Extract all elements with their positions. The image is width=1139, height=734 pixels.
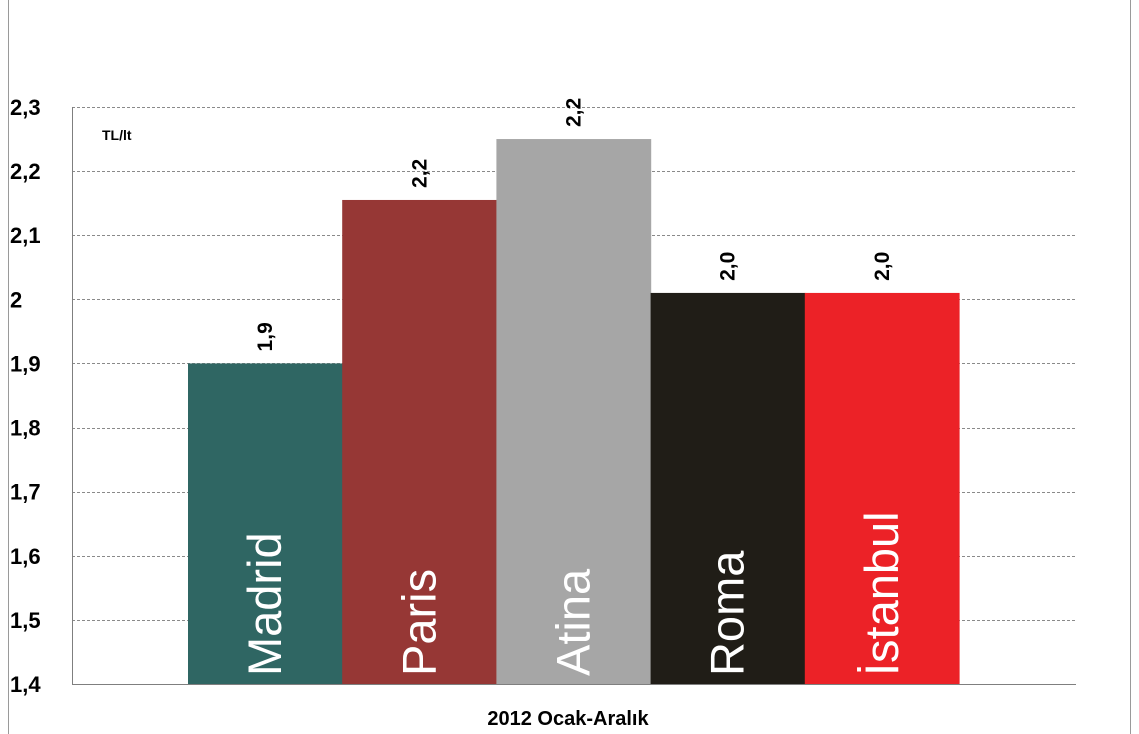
y-axis-tick-labels: 1,4 1,5 1,6 1,7 1,8 1,9 2 2,1 2,2 2,3 — [10, 95, 41, 697]
bar — [804, 292, 960, 684]
data-label: 2,2 — [563, 98, 586, 127]
y-tick-label: 1,4 — [10, 672, 41, 697]
y-tick-label: 2,2 — [10, 159, 41, 184]
bar — [496, 139, 652, 685]
y-tick-label: 1,6 — [10, 544, 41, 569]
data-label: 2,2 — [408, 159, 431, 188]
category-label: Roma — [701, 550, 754, 676]
y-tick-label: 1,8 — [10, 416, 41, 441]
category-label: Madrid — [238, 532, 291, 676]
category-label: İstanbul — [855, 511, 908, 676]
y-tick-label: 2 — [10, 287, 22, 312]
category-label: Paris — [392, 569, 445, 676]
data-label: 2,0 — [717, 252, 740, 281]
bar — [650, 292, 806, 684]
bar — [188, 363, 343, 684]
y-tick-label: 1,7 — [10, 480, 41, 505]
data-label: 2,0 — [871, 252, 894, 281]
category-labels: Madrid Paris Atina Roma İstanbul — [238, 511, 908, 676]
y-tick-label: 1,9 — [10, 351, 41, 376]
unit-label: TL/lt — [102, 127, 132, 143]
y-tick-label: 2,3 — [10, 95, 41, 120]
category-label: Atina — [547, 568, 600, 676]
y-tick-label: 2,1 — [10, 223, 41, 248]
bars — [188, 139, 960, 685]
data-labels: 1,9 2,2 2,2 2,0 2,0 — [254, 98, 894, 352]
y-tick-label: 1,5 — [10, 608, 41, 633]
x-axis-title: 2012 Ocak-Aralık — [487, 708, 649, 730]
bar — [342, 199, 497, 684]
data-label: 1,9 — [254, 322, 277, 351]
